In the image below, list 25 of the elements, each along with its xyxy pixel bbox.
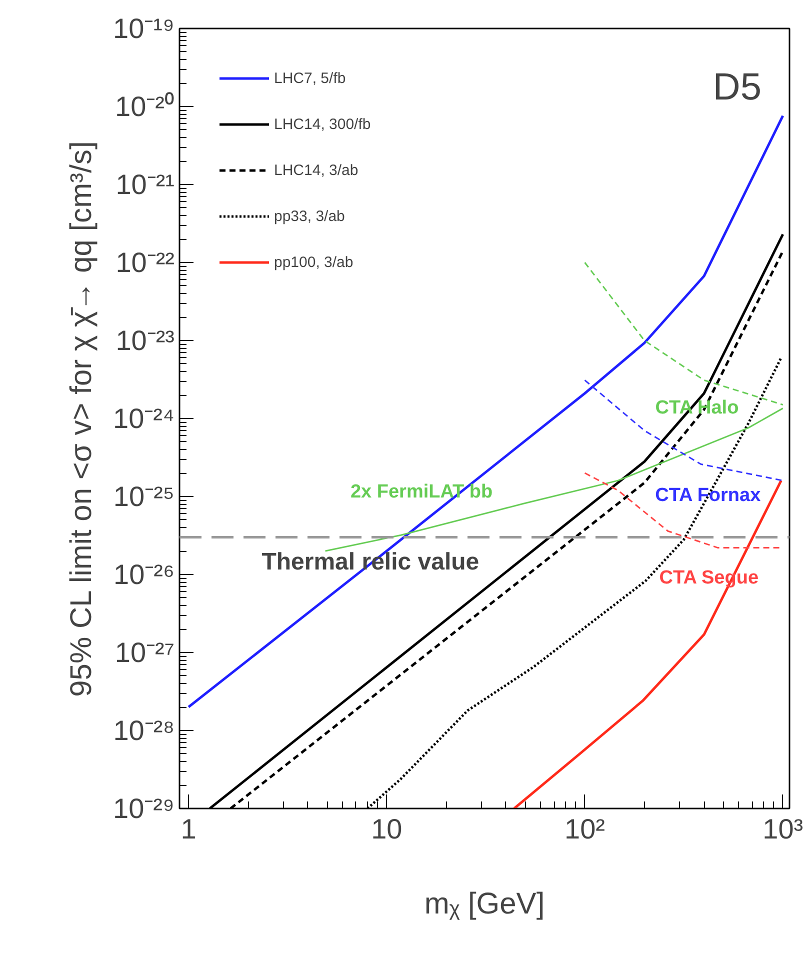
x-tick-label: 10² <box>564 814 606 844</box>
y-tick-label: 10⁻²³ <box>116 325 175 356</box>
y-tick-label: 10⁻²² <box>116 247 175 278</box>
y-tick-label: 10⁻¹⁹ <box>113 13 175 44</box>
legend-label: LHC14, 3/ab <box>274 162 358 178</box>
y-tick-label: 10⁻²⁹ <box>113 793 175 824</box>
annotation: D5 <box>712 66 762 108</box>
y-axis-title: 95% CL limit on <σ v> for χ χ̄→ qq [cm³/s] <box>65 141 98 697</box>
y-tick-label: 10⁻²⁵ <box>113 481 174 512</box>
x-tick-label: 10 <box>371 814 402 844</box>
y-tick-label: 10⁻²⁸ <box>113 715 174 746</box>
legend-label: LHC7, 5/fb <box>274 70 346 86</box>
x-tick-label: 10³ <box>762 814 804 844</box>
y-tick-label: 10⁻²⁷ <box>114 637 175 668</box>
annotation: CTA Fornax <box>655 484 762 506</box>
y-tick-label: 10⁻²⁴ <box>113 403 174 434</box>
legend-label: LHC14, 300/fb <box>274 116 371 132</box>
y-tick-label: 10⁻²⁰ <box>115 91 174 122</box>
legend-label: pp33, 3/ab <box>274 208 345 224</box>
x-axis-title: mᵪ [GeV] <box>424 888 545 920</box>
y-tick-label: 10⁻²¹ <box>116 169 175 200</box>
annotation: CTA Halo <box>655 398 739 419</box>
y-tick-label: 10⁻²⁶ <box>114 559 175 590</box>
legend-label: pp100, 3/ab <box>274 254 354 270</box>
x-tick-label: 1 <box>180 814 196 844</box>
